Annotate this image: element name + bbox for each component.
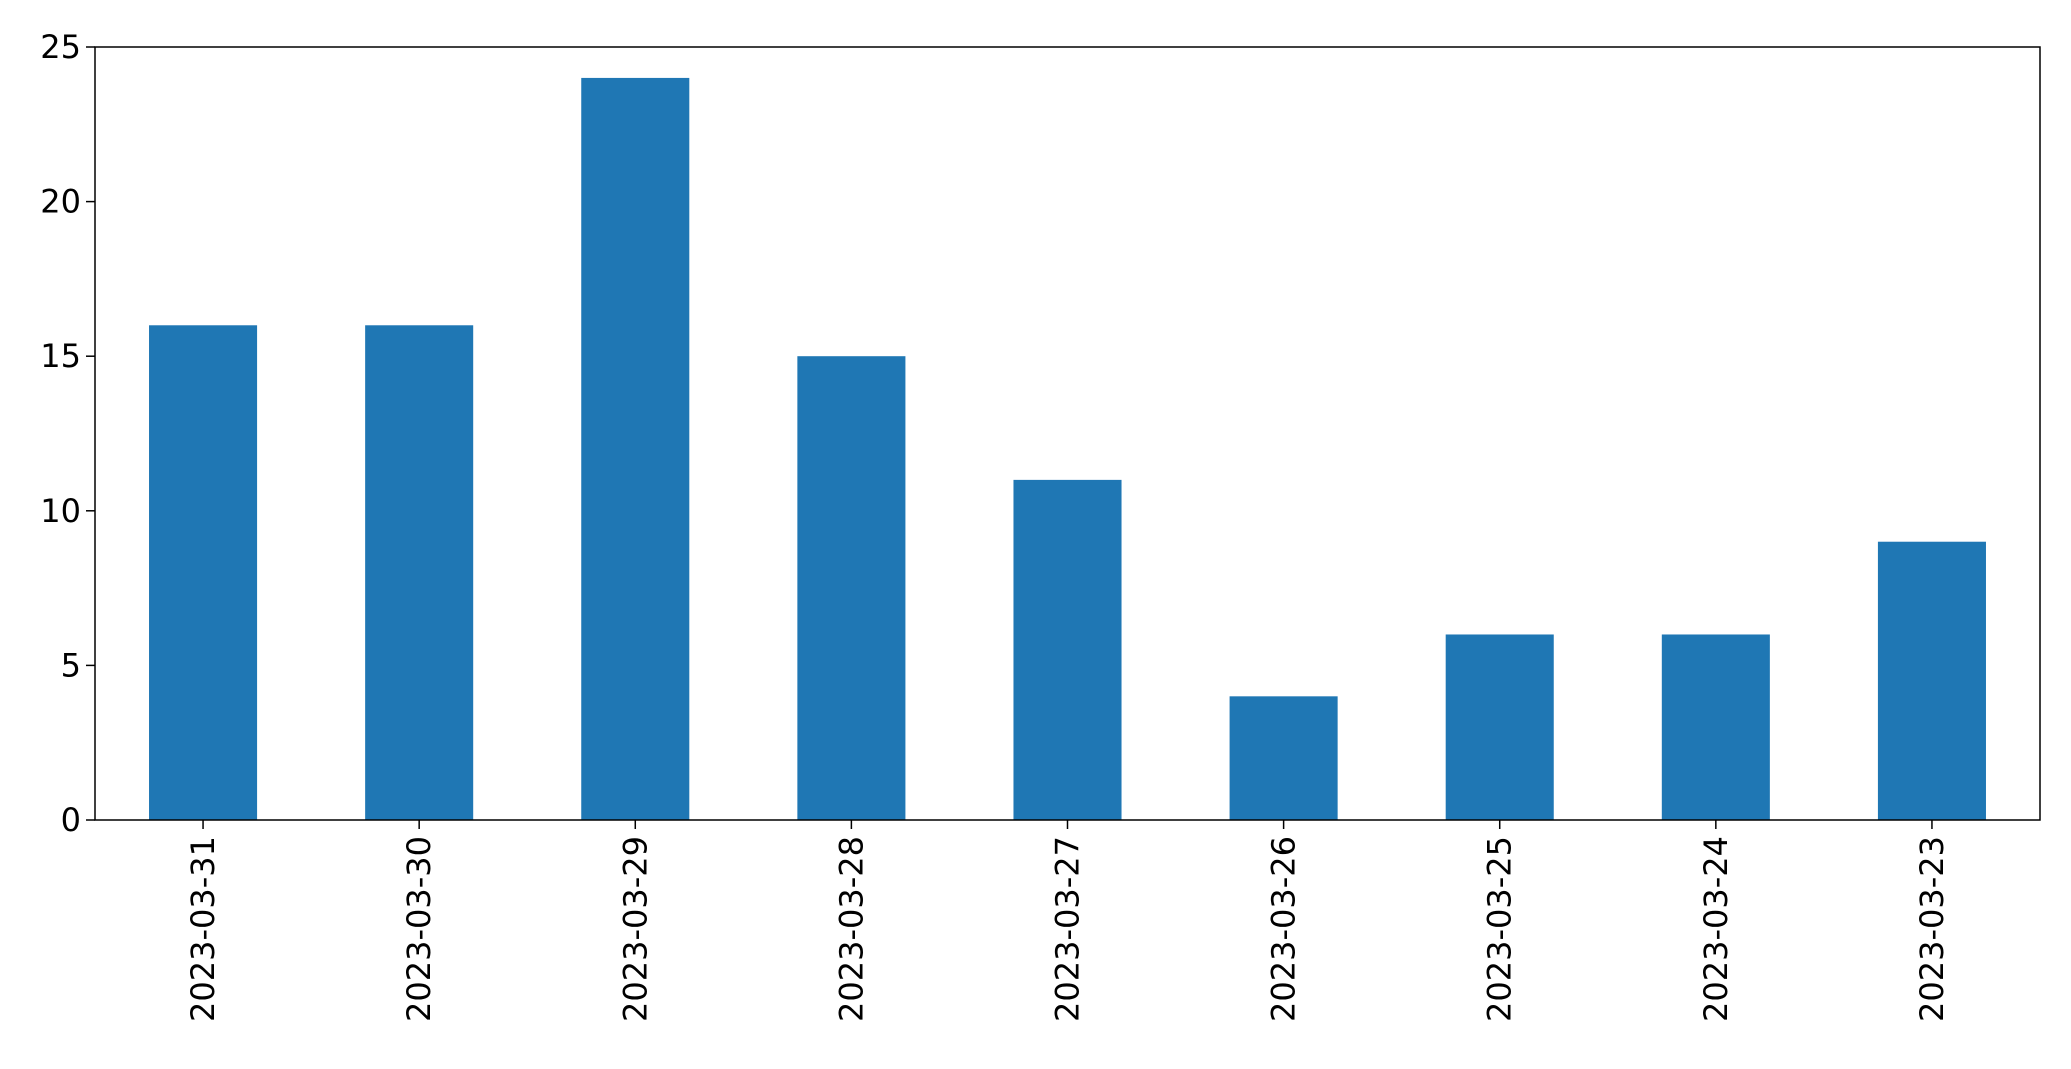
bar-2023-03-30 — [365, 325, 474, 820]
x-tick-label: 2023-03-26 — [1265, 836, 1303, 1022]
bar-2023-03-31 — [149, 325, 258, 820]
bar-2023-03-24 — [1661, 634, 1770, 820]
y-tick-label: 10 — [40, 492, 81, 530]
y-tick-label: 15 — [40, 337, 81, 375]
y-tick-label: 20 — [40, 183, 81, 221]
x-tick-label: 2023-03-30 — [400, 836, 438, 1022]
x-tick-label: 2023-03-31 — [184, 836, 222, 1022]
bar-2023-03-26 — [1229, 696, 1338, 820]
y-tick-label: 25 — [40, 28, 81, 66]
bars-group — [149, 77, 1986, 821]
x-tick-label: 2023-03-29 — [616, 836, 654, 1022]
bar-2023-03-29 — [581, 77, 690, 821]
x-tick-label: 2023-03-24 — [1697, 836, 1735, 1022]
y-axis: 0 5 10 15 20 25 — [40, 28, 95, 839]
bar-2023-03-28 — [797, 356, 906, 820]
x-tick-label: 2023-03-25 — [1481, 836, 1519, 1022]
x-tick-label: 2023-03-27 — [1049, 836, 1087, 1022]
x-axis: 2023-03-31 2023-03-30 2023-03-29 2023-03-28… — [184, 820, 1951, 1022]
bar-2023-03-23 — [1877, 541, 1986, 820]
y-tick-label: 0 — [61, 801, 81, 839]
y-tick-label: 5 — [61, 646, 81, 684]
bar-2023-03-25 — [1445, 634, 1554, 820]
bar-2023-03-27 — [1013, 479, 1122, 820]
x-tick-label: 2023-03-23 — [1913, 836, 1951, 1022]
x-tick-label: 2023-03-28 — [832, 836, 870, 1022]
plot-frame — [94, 46, 2041, 821]
